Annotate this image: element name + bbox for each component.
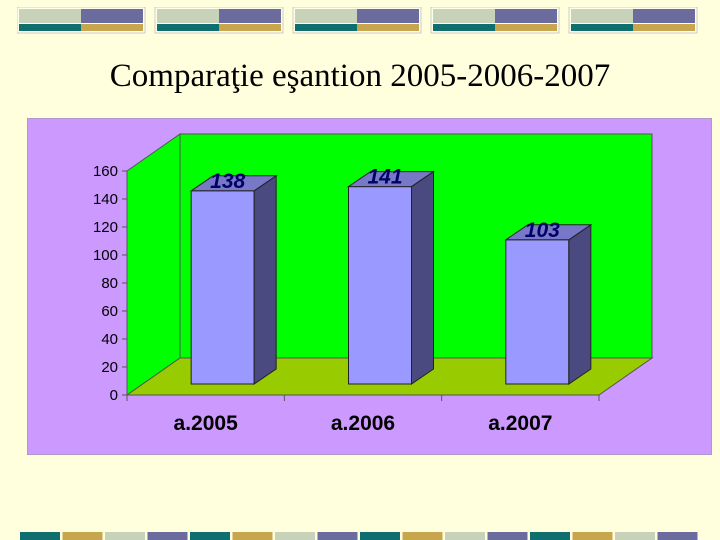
page-title: Comparaţie eşantion 2005-2006-2007 bbox=[109, 58, 611, 94]
bottom-decoration-band bbox=[20, 532, 698, 540]
bar-top bbox=[189, 175, 278, 192]
y-tick-label: 60 bbox=[101, 303, 118, 320]
y-tick-label: 0 bbox=[110, 387, 118, 404]
x-tick-label: a.2006 bbox=[331, 412, 395, 435]
bar-side bbox=[253, 174, 277, 385]
bar-front bbox=[348, 186, 412, 385]
y-tick-label: 160 bbox=[93, 163, 118, 180]
y-tick-label: 20 bbox=[101, 359, 118, 376]
bar-top bbox=[346, 171, 436, 188]
bar-front bbox=[505, 239, 570, 385]
x-tick-label: a.2005 bbox=[174, 412, 239, 435]
x-tick-label: a.2007 bbox=[488, 412, 552, 435]
data-label: 138 bbox=[210, 170, 245, 193]
bar-chart: 0 20 40 60 80 100 120 140 160 138 141 103 a.2005 a.… bbox=[27, 118, 712, 455]
bar-a.2005: 138 bbox=[189, 170, 278, 385]
bar-front bbox=[190, 190, 255, 385]
data-label: 141 bbox=[367, 166, 402, 189]
y-tick-label: 140 bbox=[93, 191, 118, 208]
y-tick-label: 100 bbox=[93, 247, 118, 264]
top-decoration-band bbox=[17, 7, 698, 34]
bar-top bbox=[504, 224, 593, 241]
side-wall bbox=[126, 133, 181, 396]
y-tick-label: 40 bbox=[101, 331, 118, 348]
bar-a.2007: 103 bbox=[504, 219, 593, 385]
bar-side bbox=[568, 223, 592, 385]
y-tick-label: 80 bbox=[101, 275, 118, 292]
y-tick-label: 120 bbox=[93, 219, 118, 236]
bar-a.2006: 141 bbox=[346, 166, 436, 385]
data-label: 103 bbox=[525, 219, 560, 242]
bar-side bbox=[411, 170, 434, 385]
